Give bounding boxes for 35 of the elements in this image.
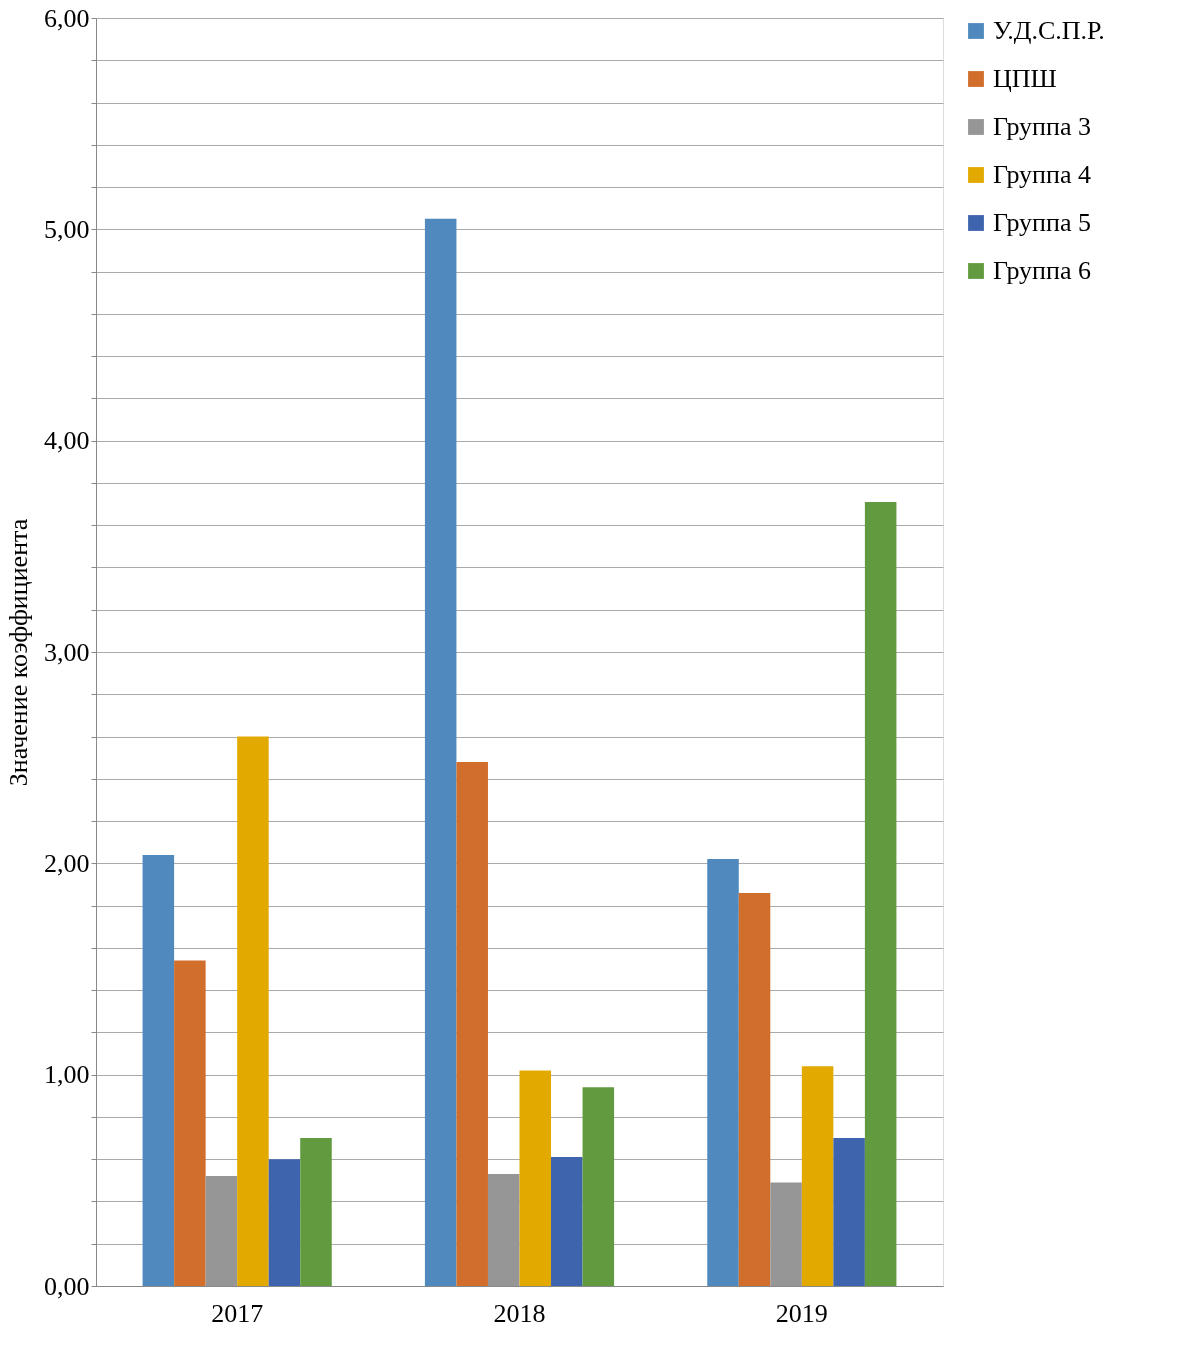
y-tick-label: 4,00	[44, 426, 90, 456]
legend-label: ЦПШ	[993, 64, 1057, 93]
x-tick-label: 2017	[211, 1298, 264, 1328]
bar	[833, 1138, 865, 1286]
bar	[300, 1138, 332, 1286]
legend-label: Группа 3	[993, 112, 1091, 141]
y-axis-title: Значение коэффициента	[4, 518, 33, 787]
y-tick-label: 0,00	[44, 1271, 90, 1301]
y-tick-label: 3,00	[44, 637, 90, 667]
bar	[801, 1066, 834, 1286]
y-tick-label: 6,00	[44, 3, 90, 33]
x-tick-label: 2018	[493, 1298, 546, 1328]
legend-label: Группа 5	[993, 208, 1091, 237]
y-tick-label: 2,00	[44, 848, 90, 878]
bar	[487, 1173, 520, 1286]
bar	[237, 736, 269, 1286]
x-tick-label: 2019	[775, 1298, 828, 1328]
legend-label: У.Д.С.П.Р.	[993, 16, 1105, 45]
bar	[864, 501, 897, 1286]
legend-label: Группа 4	[993, 160, 1091, 189]
bar	[174, 960, 206, 1286]
bar	[551, 1157, 583, 1286]
y-tick-label: 5,00	[44, 214, 90, 244]
y-tick-label: 1,00	[44, 1060, 90, 1090]
bar	[142, 854, 175, 1286]
bar	[707, 859, 739, 1286]
bar	[582, 1087, 615, 1286]
legend-label: Группа 6	[993, 256, 1091, 285]
bar	[424, 218, 457, 1286]
bar	[268, 1159, 301, 1286]
bar	[519, 1070, 552, 1286]
bar	[770, 1182, 802, 1286]
bar	[738, 892, 771, 1286]
bar	[205, 1176, 238, 1286]
bar	[456, 761, 488, 1286]
